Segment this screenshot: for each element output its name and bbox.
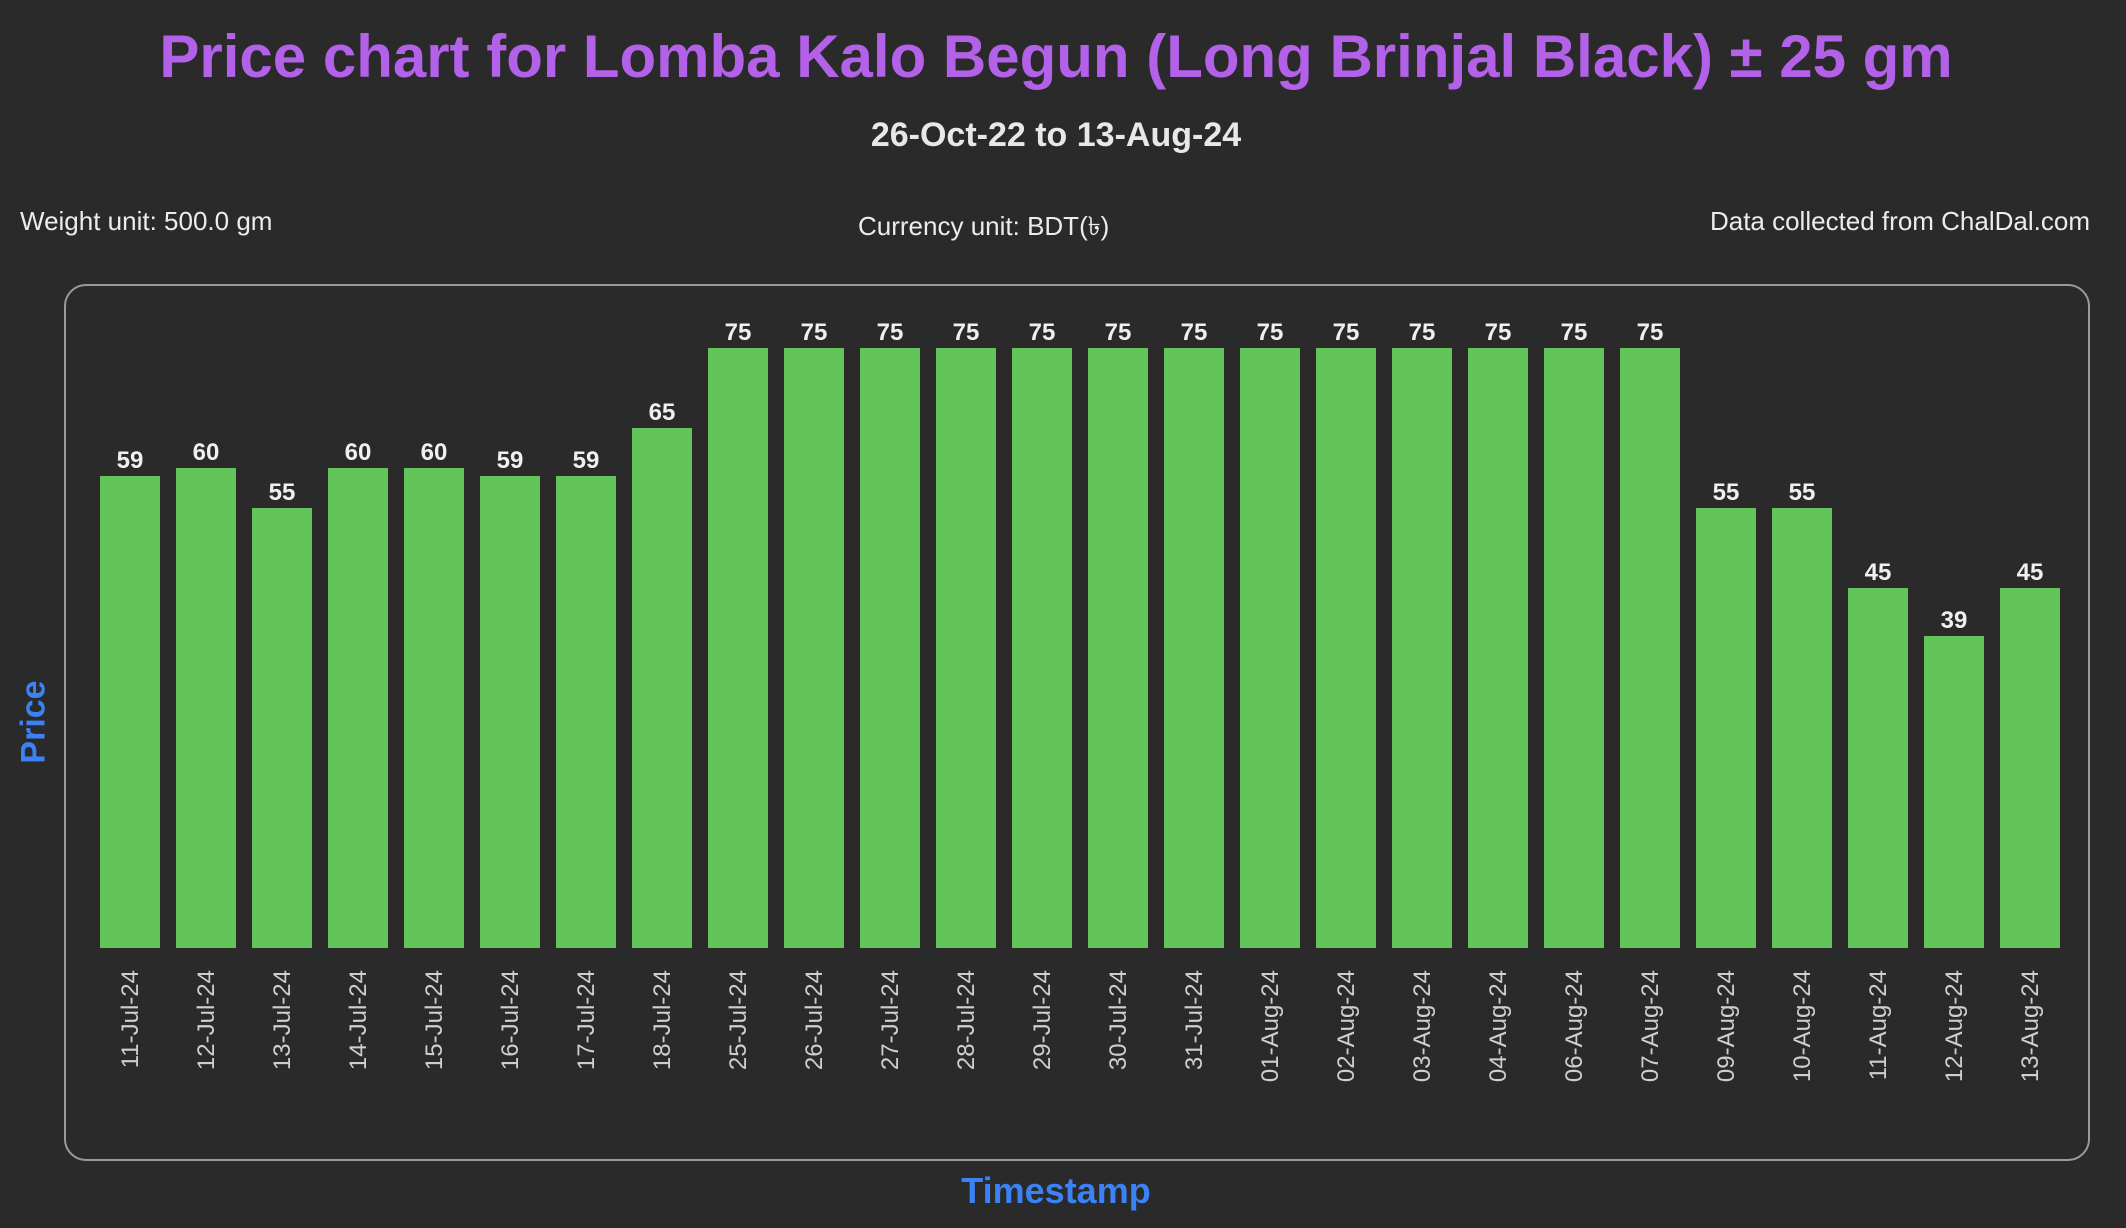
chart-subtitle: 26-Oct-22 to 13-Aug-24: [870, 116, 1242, 154]
x-tick-label-03-Aug-24: 03-Aug-24: [1409, 970, 1436, 1082]
x-tick-label-17-Jul-24: 17-Jul-24: [573, 970, 600, 1070]
value-label-26-Jul-24: 75: [801, 319, 828, 346]
bar-15-Jul-24: [404, 468, 464, 948]
data-source-label: Data collected from ChalDal.com: [1709, 206, 2090, 236]
value-label-12-Aug-24: 39: [1941, 607, 1968, 634]
x-tick-label-28-Jul-24: 28-Jul-24: [953, 970, 980, 1070]
bar-06-Aug-24: [1544, 348, 1604, 948]
x-tick-label-12-Aug-24: 12-Aug-24: [1941, 970, 1968, 1082]
x-tick-label-30-Jul-24: 30-Jul-24: [1105, 970, 1132, 1070]
bar-04-Aug-24: [1468, 348, 1528, 948]
x-tick-label-12-Jul-24: 12-Jul-24: [193, 970, 220, 1070]
x-tick-label-02-Aug-24: 02-Aug-24: [1333, 970, 1360, 1082]
currency-unit-label: Currency unit: BDT(৳): [858, 211, 1110, 241]
value-label-04-Aug-24: 75: [1485, 319, 1512, 346]
x-axis-label: Timestamp: [961, 1170, 1151, 1211]
bar-11-Aug-24: [1848, 588, 1908, 948]
value-label-15-Jul-24: 60: [421, 439, 448, 466]
x-tick-label-27-Jul-24: 27-Jul-24: [877, 970, 904, 1070]
x-tick-label-18-Jul-24: 18-Jul-24: [649, 970, 676, 1070]
x-tick-label-06-Aug-24: 06-Aug-24: [1561, 970, 1588, 1082]
bar-18-Jul-24: [632, 428, 692, 948]
value-label-11-Aug-24: 45: [1865, 559, 1892, 586]
value-label-30-Jul-24: 75: [1105, 319, 1132, 346]
value-label-12-Jul-24: 60: [193, 439, 220, 466]
x-tick-label-13-Jul-24: 13-Jul-24: [269, 970, 296, 1070]
chart-title: Price chart for Lomba Kalo Begun (Long B…: [159, 23, 1953, 90]
bar-29-Jul-24: [1012, 348, 1072, 948]
x-tick-label-31-Jul-24: 31-Jul-24: [1181, 970, 1208, 1070]
x-tick-label-13-Aug-24: 13-Aug-24: [2017, 970, 2044, 1082]
value-label-10-Aug-24: 55: [1789, 479, 1816, 506]
bar-07-Aug-24: [1620, 348, 1680, 948]
bar-17-Jul-24: [556, 476, 616, 948]
x-tick-label-15-Jul-24: 15-Jul-24: [421, 970, 448, 1070]
value-label-13-Jul-24: 55: [269, 479, 296, 506]
value-label-31-Jul-24: 75: [1181, 319, 1208, 346]
value-label-14-Jul-24: 60: [345, 439, 372, 466]
value-label-13-Aug-24: 45: [2017, 559, 2044, 586]
bar-30-Jul-24: [1088, 348, 1148, 948]
bar-13-Jul-24: [252, 508, 312, 948]
chart-frame: [64, 284, 2090, 1161]
x-tick-label-04-Aug-24: 04-Aug-24: [1485, 970, 1512, 1082]
x-tick-label-25-Jul-24: 25-Jul-24: [725, 970, 752, 1070]
value-label-03-Aug-24: 75: [1409, 319, 1436, 346]
bar-12-Jul-24: [176, 468, 236, 948]
value-label-07-Aug-24: 75: [1637, 319, 1664, 346]
x-tick-label-01-Aug-24: 01-Aug-24: [1257, 970, 1284, 1082]
value-label-29-Jul-24: 75: [1029, 319, 1056, 346]
x-tick-label-09-Aug-24: 09-Aug-24: [1713, 970, 1740, 1082]
x-tick-label-29-Jul-24: 29-Jul-24: [1029, 970, 1056, 1070]
x-tick-label-14-Jul-24: 14-Jul-24: [345, 970, 372, 1070]
value-label-09-Aug-24: 55: [1713, 479, 1740, 506]
weight-unit-label: Weight unit: 500.0 gm: [20, 206, 273, 236]
value-label-01-Aug-24: 75: [1257, 319, 1284, 346]
value-label-27-Jul-24: 75: [877, 319, 904, 346]
value-label-18-Jul-24: 65: [649, 399, 676, 426]
bar-13-Aug-24: [2000, 588, 2060, 948]
bar-27-Jul-24: [860, 348, 920, 948]
bar-28-Jul-24: [936, 348, 996, 948]
bar-14-Jul-24: [328, 468, 388, 948]
x-tick-label-11-Jul-24: 11-Jul-24: [117, 970, 144, 1068]
x-tick-label-26-Jul-24: 26-Jul-24: [801, 970, 828, 1070]
bar-11-Jul-24: [100, 476, 160, 948]
bar-25-Jul-24: [708, 348, 768, 948]
value-label-17-Jul-24: 59: [573, 447, 600, 474]
bar-31-Jul-24: [1164, 348, 1224, 948]
value-label-02-Aug-24: 75: [1333, 319, 1360, 346]
x-tick-label-11-Aug-24: 11-Aug-24: [1865, 970, 1892, 1080]
bar-26-Jul-24: [784, 348, 844, 948]
bar-03-Aug-24: [1392, 348, 1452, 948]
bar-12-Aug-24: [1924, 636, 1984, 948]
x-tick-label-10-Aug-24: 10-Aug-24: [1789, 970, 1816, 1082]
value-label-25-Jul-24: 75: [725, 319, 752, 346]
bar-09-Aug-24: [1696, 508, 1756, 948]
value-label-16-Jul-24: 59: [497, 447, 524, 474]
bar-16-Jul-24: [480, 476, 540, 948]
value-label-28-Jul-24: 75: [953, 319, 980, 346]
value-label-06-Aug-24: 75: [1561, 319, 1588, 346]
x-tick-label-07-Aug-24: 07-Aug-24: [1637, 970, 1664, 1082]
bar-01-Aug-24: [1240, 348, 1300, 948]
bar-02-Aug-24: [1316, 348, 1376, 948]
bar-10-Aug-24: [1772, 508, 1832, 948]
x-tick-label-16-Jul-24: 16-Jul-24: [497, 970, 524, 1070]
value-label-11-Jul-24: 59: [117, 447, 144, 474]
